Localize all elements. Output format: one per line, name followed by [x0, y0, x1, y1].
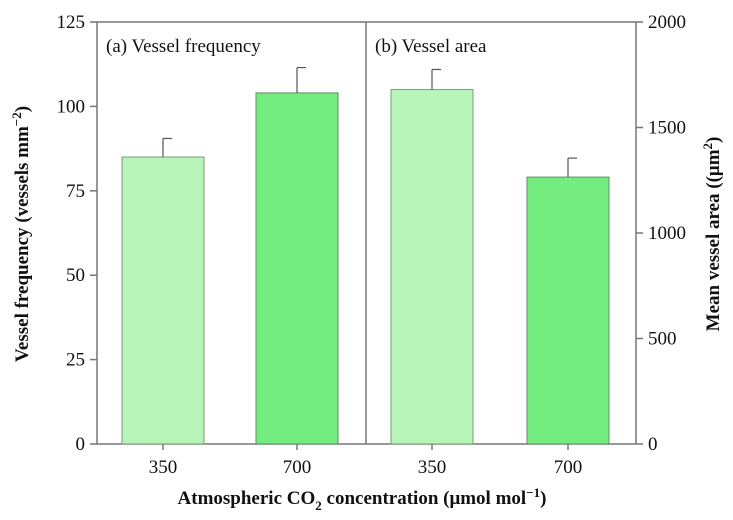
- right-axis-title: Mean vessel area ((μm2): [700, 137, 724, 332]
- bar-frequency-350: [121, 156, 205, 445]
- left-y-tick-label: 100: [57, 96, 86, 117]
- bar-series: [121, 66, 610, 445]
- right-y-tick-label: 0: [648, 434, 658, 455]
- x-axis-title-sup: −1: [526, 485, 540, 500]
- left-y-ticks: 0 25 50 75 100 125: [57, 12, 97, 455]
- left-axis-title-end: ): [12, 106, 33, 112]
- right-axis-title-end: ): [703, 137, 724, 143]
- right-y-ticks: 0 500 1000 1500 2000: [636, 12, 686, 455]
- x-axis-title-end: ): [540, 488, 546, 509]
- right-axis-title-main: Mean vessel area ((μm: [703, 149, 724, 331]
- right-y-tick-label: 1000: [648, 223, 686, 244]
- x-axis-title-main: Atmospheric CO: [178, 488, 316, 509]
- right-y-tick-label: 1500: [648, 118, 686, 139]
- left-y-tick-label: 125: [57, 12, 86, 33]
- x-tick-label: 700: [554, 457, 583, 478]
- x-tick-label: 700: [283, 457, 312, 478]
- x-axis-title: Atmospheric CO2 concentration (μmol mol−…: [178, 485, 547, 513]
- panel-b-label: (b) Vessel area: [375, 36, 487, 57]
- left-axis-title: Vessel frequency (vessels mm−2): [9, 106, 33, 362]
- bar-area-700: [526, 176, 610, 445]
- right-y-tick-label: 2000: [648, 12, 686, 33]
- x-tick-label: 350: [149, 457, 178, 478]
- panel-a-label: (a) Vessel frequency: [106, 36, 261, 57]
- right-y-tick-label: 500: [648, 329, 677, 350]
- bar-frequency-700: [255, 92, 339, 445]
- left-y-tick-label: 25: [66, 350, 85, 371]
- left-y-tick-label: 0: [76, 434, 86, 455]
- x-axis-title-sub: 2: [315, 498, 322, 513]
- bar-area-350: [390, 89, 474, 445]
- x-ticks: 350 700 350 700: [149, 444, 583, 478]
- left-y-tick-label: 50: [66, 265, 85, 286]
- x-axis-title-mid: concentration (μmol mol: [322, 488, 526, 509]
- left-axis-title-sup: −2: [9, 112, 24, 126]
- left-y-tick-label: 75: [66, 181, 85, 202]
- right-axis-title-sup: 2: [700, 143, 715, 150]
- left-axis-title-main: Vessel frequency (vessels mm: [12, 126, 33, 362]
- x-tick-label: 350: [418, 457, 447, 478]
